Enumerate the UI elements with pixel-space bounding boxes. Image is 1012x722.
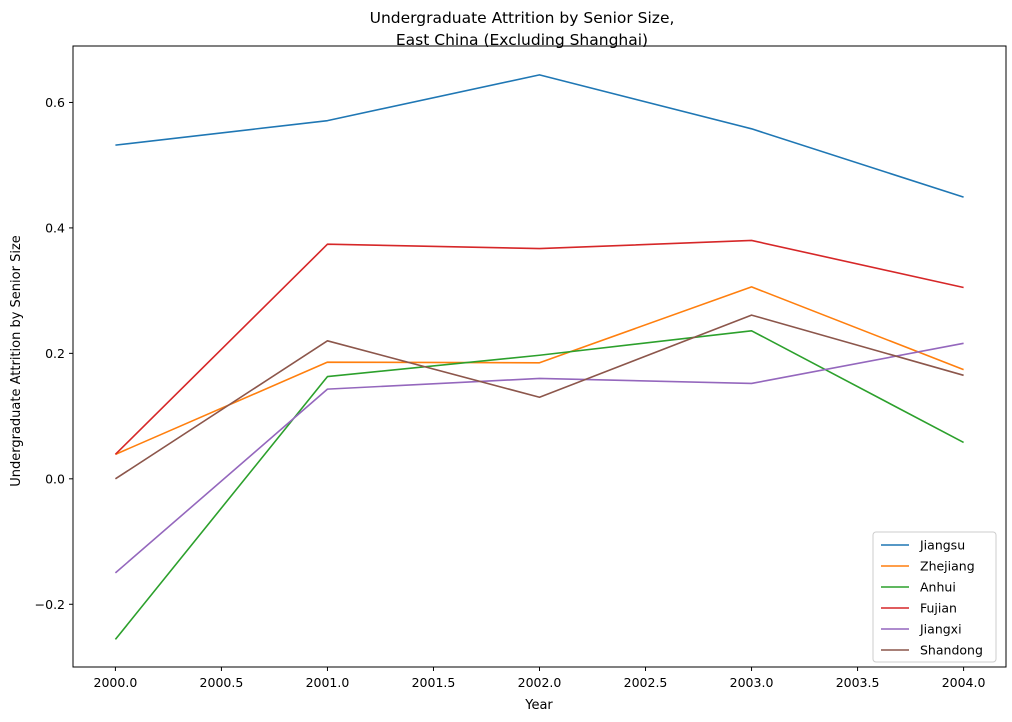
legend-label-zhejiang: Zhejiang [920,559,975,574]
series-line-jiangsu [115,74,964,198]
y-tick-label: 0.2 [45,346,65,361]
x-tick-label: 2000.0 [94,675,138,690]
y-tick-label: 0.0 [45,471,65,486]
series-line-fujian [114,239,964,455]
x-axis-ticks: 2000.0 2000.5 2001.0 2001.5 2002.0 2002.5 2003… [94,667,986,690]
y-axis-ticks: −0.2 0.0 0.2 0.4 0.6 [35,95,73,612]
y-axis-label: Undergraduate Attrition by Senior Size [9,235,24,487]
x-axis-label: Year [524,698,553,713]
legend-label-fujian: Fujian [920,601,957,616]
series-line-shandong [114,314,964,480]
y-tick-label: −0.2 [35,597,65,612]
x-tick-label: 2001.0 [306,675,350,690]
y-tick-label: 0.4 [45,220,65,235]
y-tick-label: 0.6 [45,95,65,110]
legend-label-jiangsu: Jiangsu [919,538,965,553]
chart-subtitle: East China (Excluding Shanghai) [396,31,648,49]
x-tick-label: 2002.5 [624,675,668,690]
legend-label-jiangxi: Jiangxi [919,622,962,637]
legend-label-anhui: Anhui [920,580,956,595]
legend-label-shandong: Shandong [920,643,983,658]
chart-title: Undergraduate Attrition by Senior Size, [370,9,675,27]
x-tick-label: 2002.0 [518,675,562,690]
x-tick-label: 2000.5 [200,675,244,690]
series-line-zhejiang [115,286,964,456]
x-tick-label: 2003.0 [730,675,774,690]
x-tick-label: 2003.5 [836,675,880,690]
x-tick-label: 2004.0 [942,675,986,690]
series-line-anhui [114,329,964,640]
plot-area-frame [72,45,1007,668]
legend: Jiangsu Zhejiang Anhui Fujian Jiangxi Shandon… [872,531,997,663]
x-tick-label: 2001.5 [412,675,456,690]
series-line-jiangxi [114,342,964,574]
series-lines [114,74,964,640]
